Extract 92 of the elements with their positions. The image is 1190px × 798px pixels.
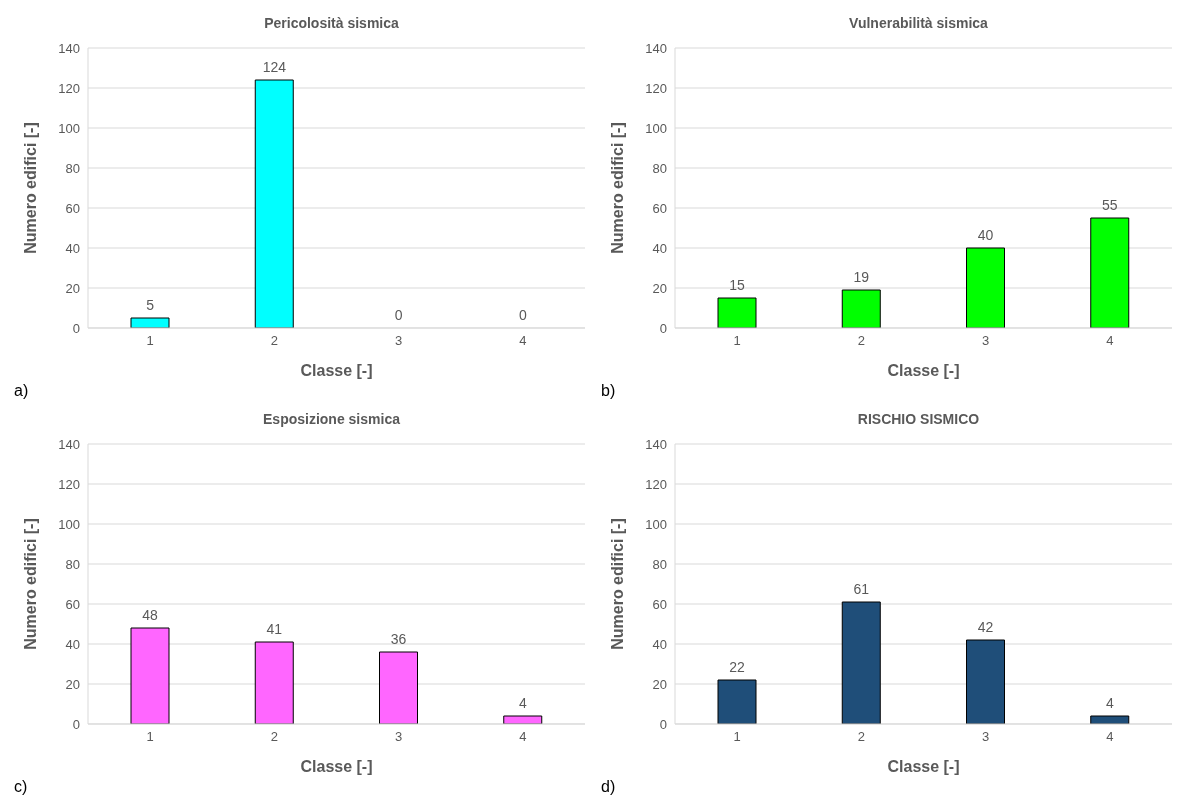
y-tick-label: 40 bbox=[652, 636, 667, 652]
chart-title: Esposizione sismica bbox=[262, 410, 401, 429]
y-tick-label: 100 bbox=[58, 516, 80, 532]
x-tick-label: 4 bbox=[519, 729, 527, 745]
y-axis-title: Numero edifici [-] bbox=[21, 122, 39, 254]
chart-title: Vulnerabilità sismica bbox=[848, 14, 989, 33]
x-axis-title: Classe [-] bbox=[300, 362, 373, 379]
y-axis-title: Numero edifici [-] bbox=[21, 518, 39, 650]
bar bbox=[841, 601, 881, 724]
bar bbox=[254, 641, 294, 724]
data-label: 5 bbox=[146, 297, 155, 313]
text: d) bbox=[601, 778, 616, 796]
x-tick-label: 3 bbox=[395, 333, 403, 349]
data-label: 41 bbox=[266, 621, 283, 637]
data-label: 42 bbox=[977, 619, 994, 635]
x-tick-label: 1 bbox=[146, 729, 154, 745]
y-axis-title: Numero edifici [-] bbox=[608, 122, 626, 254]
y-tick-label: 40 bbox=[65, 636, 80, 652]
bar bbox=[1090, 217, 1130, 328]
x-tick-label: 2 bbox=[270, 333, 278, 349]
y-tick-label: 20 bbox=[65, 280, 80, 296]
x-tick-label: 2 bbox=[857, 333, 865, 349]
y-tick-label: 100 bbox=[645, 120, 667, 136]
data-label: 0 bbox=[394, 307, 403, 323]
y-axis-title: Numero edifici [-] bbox=[608, 518, 626, 650]
text: b) bbox=[601, 382, 616, 400]
bar bbox=[130, 627, 170, 724]
bar bbox=[1090, 715, 1130, 724]
y-tick-label: 120 bbox=[645, 80, 667, 96]
y-tick-label: 120 bbox=[58, 476, 80, 492]
y-tick-label: 20 bbox=[652, 676, 667, 692]
data-label: 61 bbox=[853, 581, 870, 597]
y-tick-label: 60 bbox=[65, 596, 80, 612]
data-label: 36 bbox=[390, 631, 407, 647]
chart-title: Pericolosità sismica bbox=[263, 14, 400, 33]
chart-title: RISCHIO SISMICO bbox=[856, 410, 981, 429]
y-tick-label: 80 bbox=[65, 160, 80, 176]
x-tick-label: 1 bbox=[146, 333, 154, 349]
x-tick-label: 2 bbox=[270, 729, 278, 745]
data-label: 0 bbox=[518, 307, 527, 323]
data-label: 124 bbox=[262, 59, 287, 75]
y-tick-label: 100 bbox=[645, 516, 667, 532]
bar bbox=[379, 651, 418, 724]
y-tick-label: 20 bbox=[652, 280, 667, 296]
x-tick-label: 4 bbox=[519, 333, 527, 349]
y-tick-label: 0 bbox=[659, 716, 667, 732]
y-tick-label: 140 bbox=[58, 40, 80, 56]
y-tick-label: 80 bbox=[652, 556, 667, 572]
data-label: 40 bbox=[977, 227, 994, 243]
x-axis-title: Classe [-] bbox=[887, 362, 960, 379]
data-label: 15 bbox=[729, 277, 746, 293]
x-tick-label: 4 bbox=[1106, 333, 1114, 349]
bar bbox=[717, 297, 757, 328]
bar bbox=[841, 289, 881, 328]
y-tick-label: 80 bbox=[652, 160, 667, 176]
x-tick-label: 3 bbox=[395, 729, 403, 745]
y-tick-label: 140 bbox=[645, 40, 667, 56]
data-label: 4 bbox=[1105, 695, 1114, 711]
data-label: 22 bbox=[729, 659, 746, 675]
bar bbox=[503, 715, 543, 724]
data-label: 4 bbox=[518, 695, 527, 711]
y-tick-label: 0 bbox=[72, 716, 80, 732]
y-tick-label: 60 bbox=[65, 200, 80, 216]
y-tick-label: 60 bbox=[652, 200, 667, 216]
y-tick-label: 0 bbox=[659, 320, 667, 336]
data-label: 55 bbox=[1102, 197, 1118, 213]
x-tick-label: 3 bbox=[982, 729, 990, 745]
x-tick-label: 3 bbox=[982, 333, 990, 349]
bar bbox=[966, 639, 1005, 724]
x-tick-label: 1 bbox=[733, 333, 741, 349]
y-tick-label: 120 bbox=[58, 80, 80, 96]
y-tick-label: 80 bbox=[65, 556, 80, 572]
data-label: 19 bbox=[853, 269, 870, 285]
y-tick-label: 120 bbox=[645, 476, 667, 492]
y-tick-label: 60 bbox=[652, 596, 667, 612]
y-tick-label: 140 bbox=[58, 436, 80, 452]
y-tick-label: 140 bbox=[645, 436, 667, 452]
x-axis-title: Classe [-] bbox=[300, 758, 373, 775]
y-tick-label: 20 bbox=[65, 676, 80, 692]
bar bbox=[966, 247, 1005, 328]
y-tick-label: 40 bbox=[65, 240, 80, 256]
data-label: 48 bbox=[142, 607, 159, 623]
text: c) bbox=[14, 778, 28, 796]
x-tick-label: 2 bbox=[857, 729, 865, 745]
x-axis-title: Classe [-] bbox=[887, 758, 960, 775]
x-tick-label: 4 bbox=[1106, 729, 1114, 745]
text: a) bbox=[14, 382, 29, 400]
y-tick-label: 0 bbox=[72, 320, 80, 336]
y-tick-label: 40 bbox=[652, 240, 667, 256]
y-tick-label: 100 bbox=[58, 120, 80, 136]
bar bbox=[717, 679, 757, 724]
x-tick-label: 1 bbox=[733, 729, 741, 745]
